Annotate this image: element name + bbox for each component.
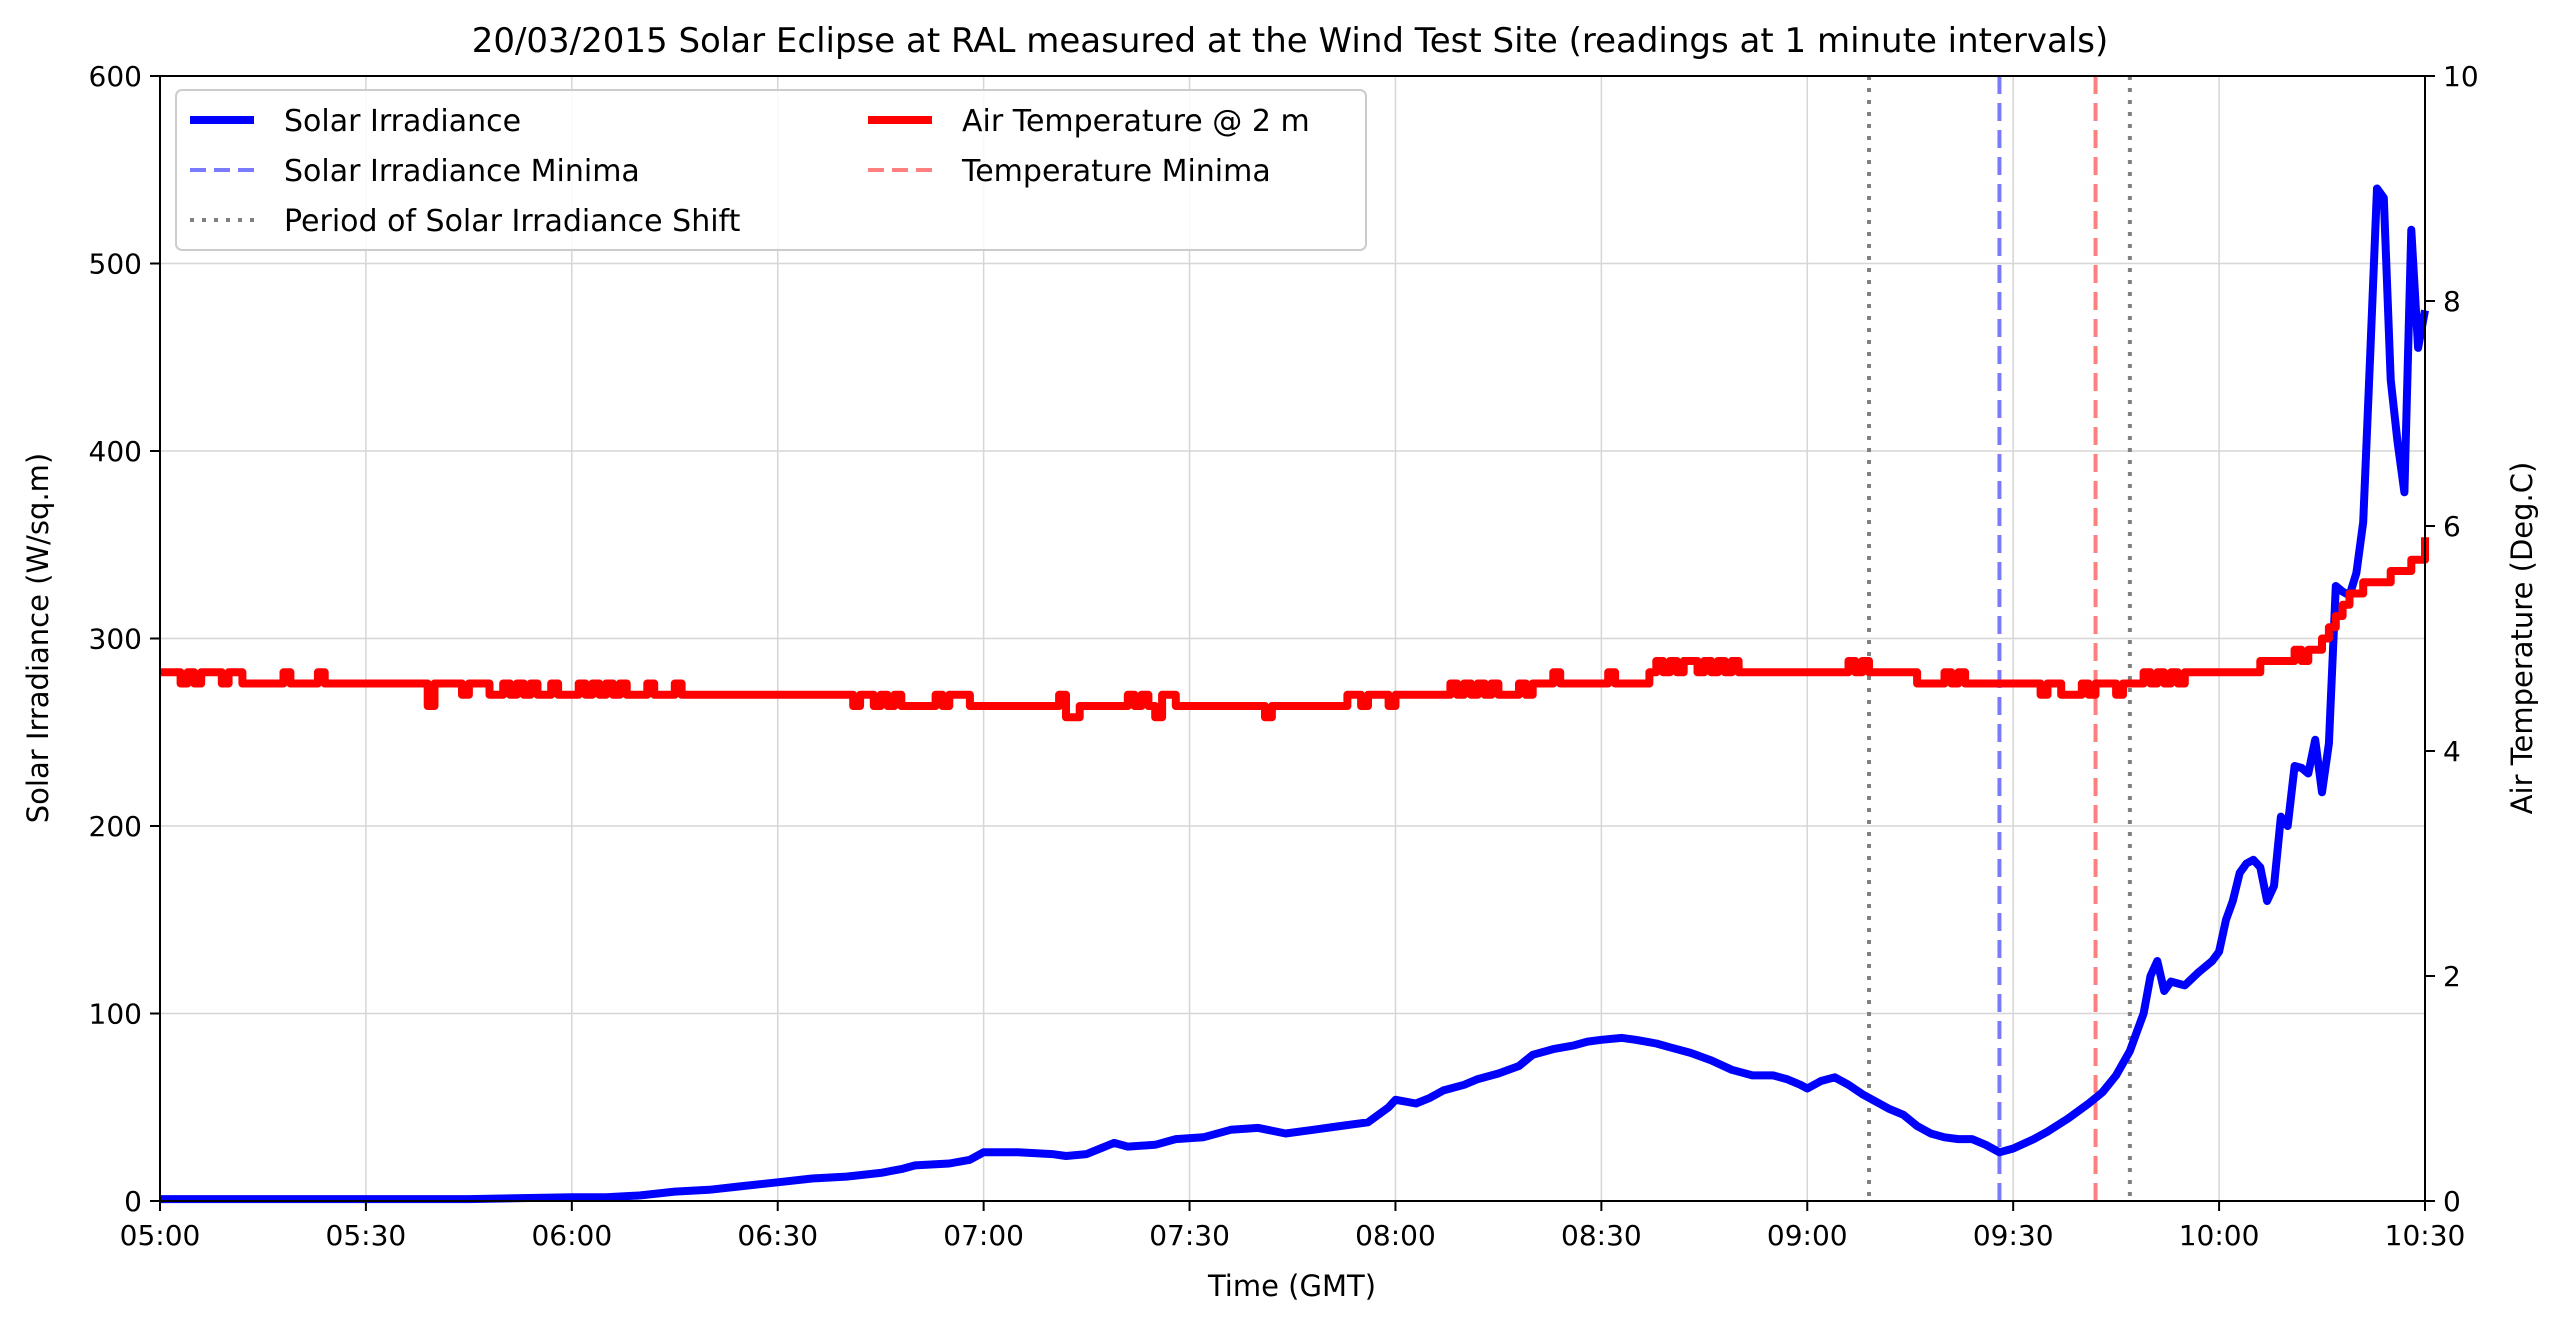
chart-title: 20/03/2015 Solar Eclipse at RAL measured… [472, 21, 2109, 61]
legend-label: Temperature Minima [961, 154, 1271, 189]
x-tick-label: 06:30 [737, 1219, 818, 1252]
y2-tick-label: 2 [2443, 960, 2461, 993]
y-axis-label: Solar Irradiance (W/sq.m) [21, 453, 55, 823]
y2-tick-label: 0 [2443, 1185, 2461, 1218]
x-tick-label: 06:00 [531, 1219, 612, 1252]
y-tick-label: 100 [89, 998, 142, 1031]
y2-tick-label: 8 [2443, 285, 2461, 318]
legend-label: Solar Irradiance Minima [284, 154, 640, 189]
x-tick-label: 07:30 [1149, 1219, 1230, 1252]
y-tick-label: 400 [89, 435, 142, 468]
y-tick-label: 300 [89, 623, 142, 656]
x-tick-label: 09:00 [1767, 1219, 1848, 1252]
x-tick-label: 10:30 [2385, 1219, 2466, 1252]
x-tick-label: 10:00 [2179, 1219, 2260, 1252]
y-tick-label: 0 [124, 1185, 142, 1218]
legend: Solar Irradiance Solar Irradiance Minima P… [175, 89, 1367, 251]
legend-box [175, 89, 1367, 251]
x-axis-label: Time (GMT) [1207, 1269, 1376, 1303]
y-tick-label: 500 [89, 248, 142, 281]
axis-ticks: 05:00 05:30 06:00 06:30 07:00 07:30 08:00 08:30… [89, 60, 2479, 1252]
series-layer [160, 184, 2429, 1204]
x-tick-label: 08:30 [1561, 1219, 1642, 1252]
x-tick-label: 05:00 [120, 1219, 201, 1252]
series-line [160, 537, 2429, 722]
y2-tick-label: 10 [2443, 60, 2479, 93]
x-tick-label: 08:00 [1355, 1219, 1436, 1252]
y-tick-label: 600 [89, 60, 142, 93]
y-tick-label: 200 [89, 810, 142, 843]
x-tick-label: 07:00 [943, 1219, 1024, 1252]
y2-tick-label: 4 [2443, 735, 2461, 768]
series-line [160, 184, 2429, 1204]
reference-lines [1867, 76, 2132, 1201]
legend-label: Period of Solar Irradiance Shift [284, 204, 741, 239]
y2-tick-label: 6 [2443, 510, 2461, 543]
y2-axis-label: Air Temperature (Deg.C) [2505, 462, 2539, 815]
x-tick-label: 09:30 [1973, 1219, 2054, 1252]
legend-label: Air Temperature @ 2 m [962, 104, 1310, 139]
x-tick-label: 05:30 [326, 1219, 407, 1252]
legend-label: Solar Irradiance [284, 104, 521, 139]
